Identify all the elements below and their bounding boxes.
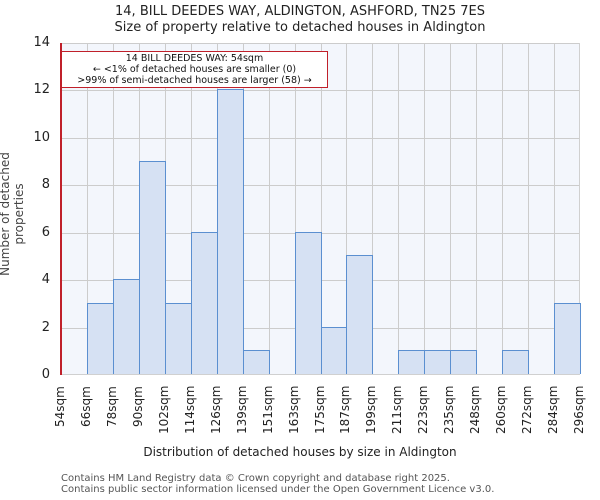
- footer-copyright: Contains HM Land Registry data © Crown c…: [61, 473, 450, 484]
- histogram-bar: [424, 350, 451, 374]
- x-tick-label: 151sqm: [260, 385, 275, 434]
- histogram-bar: [398, 350, 425, 374]
- x-tick-label: 199sqm: [364, 385, 379, 434]
- grid-line-horizontal: [61, 90, 579, 91]
- x-tick-label: 235sqm: [442, 385, 457, 434]
- x-tick-label: 54sqm: [53, 386, 67, 427]
- x-tick-label: 66sqm: [78, 386, 93, 427]
- y-tick-label: 2: [41, 319, 50, 335]
- x-tick-label: 272sqm: [520, 385, 535, 434]
- grid-line-horizontal: [61, 185, 579, 186]
- grid-line-vertical: [372, 43, 373, 374]
- grid-line-vertical: [87, 43, 88, 374]
- annotation-line-1: 14 BILL DEEDES WAY: 54sqm: [125, 53, 264, 64]
- chart-subtitle: Size of property relative to detached ho…: [114, 20, 486, 35]
- grid-line-vertical: [554, 43, 555, 374]
- x-tick-label: 139sqm: [234, 385, 249, 434]
- x-tick-label: 187sqm: [338, 385, 353, 434]
- y-tick-label: 14: [33, 35, 50, 50]
- y-tick-label: 12: [33, 82, 50, 98]
- y-tick-label: 10: [33, 129, 50, 145]
- histogram-bar: [321, 327, 347, 374]
- x-tick-label: 260sqm: [494, 385, 509, 434]
- histogram-bar: [191, 232, 218, 374]
- x-tick-label: 114sqm: [182, 385, 197, 434]
- y-tick-label: 4: [41, 272, 50, 288]
- grid-line-vertical: [476, 43, 477, 374]
- plot-area: [61, 43, 581, 375]
- y-tick-label: 0: [41, 367, 50, 382]
- x-tick-label: 78sqm: [104, 386, 119, 427]
- grid-line-vertical: [450, 43, 451, 374]
- x-tick-label: 248sqm: [468, 385, 483, 434]
- y-tick-label: 8: [41, 177, 50, 193]
- histogram-bar: [139, 161, 166, 374]
- subject-property-marker: [60, 43, 62, 375]
- x-tick-label: 296sqm: [572, 385, 586, 434]
- y-tick-label: 6: [41, 224, 50, 240]
- grid-line-vertical: [424, 43, 425, 374]
- x-tick-label: 102sqm: [156, 385, 171, 434]
- annotation-box: 14 BILL DEEDES WAY: 54sqm ← <1% of detac…: [61, 51, 328, 88]
- histogram-bar: [554, 303, 581, 374]
- grid-line-horizontal: [61, 43, 579, 44]
- grid-line-vertical: [502, 43, 503, 374]
- grid-line-vertical: [398, 43, 399, 374]
- x-axis-label: Distribution of detached houses by size …: [143, 445, 457, 459]
- x-tick-label: 211sqm: [390, 385, 405, 434]
- x-tick-label: 284sqm: [546, 385, 561, 434]
- x-tick-label: 90sqm: [130, 386, 145, 427]
- histogram-bar: [243, 350, 270, 374]
- grid-line-vertical: [269, 43, 270, 374]
- annotation-line-3: >99% of semi-detached houses are larger …: [77, 75, 312, 86]
- histogram-bar: [113, 279, 140, 374]
- grid-line-vertical: [346, 43, 347, 374]
- x-tick-label: 223sqm: [416, 385, 431, 434]
- annotation-line-2: ← <1% of detached houses are smaller (0): [92, 64, 297, 75]
- chart-title: 14, BILL DEEDES WAY, ALDINGTON, ASHFORD,…: [115, 4, 485, 19]
- histogram-bar: [165, 303, 192, 374]
- grid-line-vertical: [295, 43, 296, 374]
- grid-line-vertical: [321, 43, 322, 374]
- histogram-bar: [217, 89, 244, 374]
- x-tick-label: 163sqm: [286, 385, 301, 434]
- footer-licence: Contains public sector information licen…: [61, 484, 495, 495]
- histogram-bar: [502, 350, 529, 374]
- grid-line-vertical: [113, 43, 114, 374]
- grid-line-vertical: [191, 43, 192, 374]
- grid-line-vertical: [528, 43, 529, 374]
- histogram-bar: [295, 232, 322, 374]
- x-tick-label: 175sqm: [312, 385, 327, 434]
- grid-line-horizontal: [61, 138, 579, 139]
- histogram-bar: [87, 303, 114, 374]
- x-tick-label: 126sqm: [208, 385, 223, 434]
- histogram-bar: [450, 350, 477, 374]
- histogram-bar: [346, 255, 373, 374]
